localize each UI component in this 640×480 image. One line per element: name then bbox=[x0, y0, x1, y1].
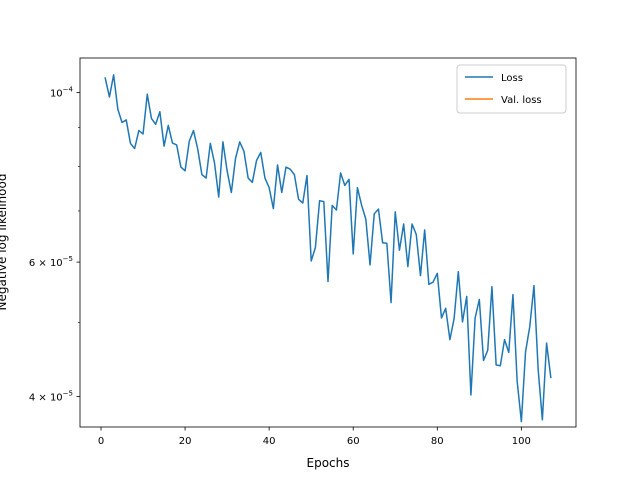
x-tick-label-1: 20 bbox=[179, 436, 192, 447]
axes-frame bbox=[79, 57, 577, 428]
legend: Loss Val. loss bbox=[456, 64, 567, 114]
x-axis-label: Epochs bbox=[307, 456, 350, 470]
y-tick-label-0: 10−4 bbox=[50, 86, 74, 100]
x-axis-ticks: 0 20 40 60 80 100 bbox=[98, 427, 531, 447]
x-tick-label-4: 80 bbox=[431, 436, 444, 447]
legend-label-0: Loss bbox=[501, 73, 523, 84]
y-axis-ticks: 10−4 6 × 10−5 4 × 10−5 bbox=[29, 86, 80, 404]
y-tick-label-2: 4 × 10−5 bbox=[29, 390, 73, 404]
x-tick-label-5: 100 bbox=[512, 436, 531, 447]
x-tick-label-0: 0 bbox=[98, 436, 104, 447]
y-axis-label: Negative log likelihood bbox=[0, 174, 9, 311]
series-line-0 bbox=[104, 74, 552, 423]
legend-label-1: Val. loss bbox=[501, 95, 542, 106]
x-tick-label-3: 60 bbox=[347, 436, 360, 447]
y-tick-label-1: 6 × 10−5 bbox=[29, 255, 73, 269]
x-tick-label-2: 40 bbox=[263, 436, 276, 447]
series-layer bbox=[104, 74, 552, 423]
